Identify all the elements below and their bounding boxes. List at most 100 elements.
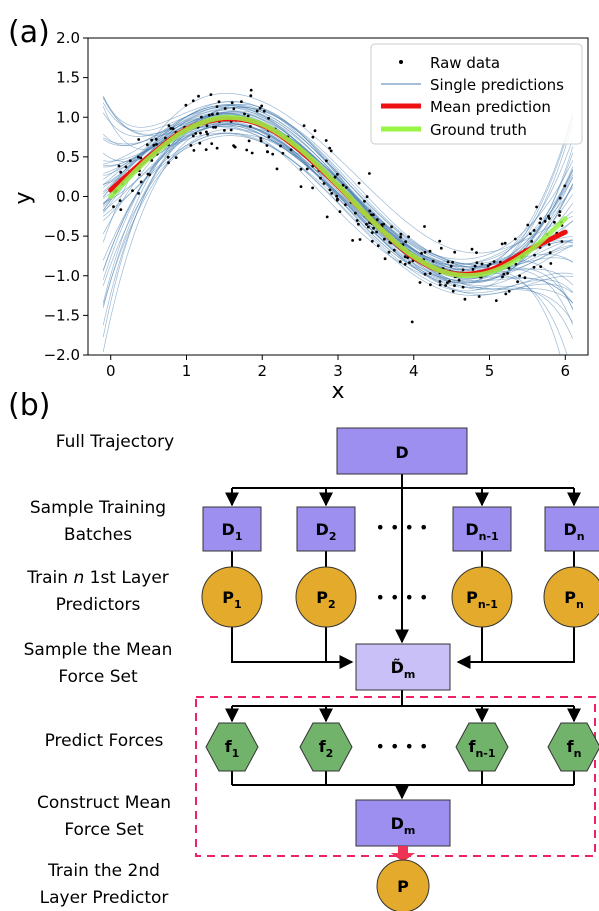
- raw-data-point: [444, 284, 447, 287]
- step-construct-line2: Force Set: [64, 820, 144, 840]
- node-Pn: Pn: [543, 566, 599, 628]
- raw-data-point: [503, 241, 507, 245]
- raw-data-point: [372, 213, 375, 217]
- panel-a-label: (a): [8, 15, 50, 50]
- raw-data-point: [451, 260, 454, 264]
- raw-data-point: [174, 156, 178, 160]
- raw-data-point: [249, 88, 253, 92]
- raw-data-point: [383, 257, 387, 261]
- raw-data-point: [325, 159, 328, 163]
- raw-data-point: [382, 222, 386, 226]
- raw-data-point: [532, 229, 536, 232]
- raw-data-point: [258, 106, 262, 110]
- step-construct-line1: Construct Mean: [37, 793, 171, 813]
- raw-data-point: [410, 320, 414, 324]
- raw-data-point: [453, 250, 457, 254]
- legend-mean-prediction-label: Mean prediction: [430, 98, 551, 116]
- y-tick-label: 0.0: [56, 188, 80, 206]
- x-tick-label: 0: [106, 362, 116, 380]
- step-sample-mean-line1: Sample the Mean: [24, 640, 173, 660]
- raw-data-point: [532, 265, 536, 269]
- raw-data-point: [355, 219, 359, 222]
- y-tick-label: −0.5: [44, 227, 80, 245]
- raw-data-point: [507, 289, 511, 293]
- raw-data-point: [538, 221, 542, 225]
- svg-text:Pn-1: Pn-1: [466, 588, 498, 611]
- raw-data-point: [319, 176, 322, 180]
- raw-data-point: [136, 155, 140, 159]
- raw-data-point: [453, 284, 456, 287]
- raw-data-point: [217, 100, 221, 104]
- y-axis-label: y: [11, 191, 36, 204]
- raw-data-point: [406, 256, 410, 259]
- x-tick-label: 2: [257, 362, 267, 380]
- raw-data-point: [336, 172, 339, 176]
- raw-data-point: [199, 131, 202, 135]
- raw-data-point: [399, 235, 402, 239]
- raw-data-point: [128, 159, 132, 163]
- raw-data-point: [145, 143, 149, 147]
- raw-data-point: [368, 209, 372, 213]
- raw-data-point: [399, 232, 403, 236]
- single-prediction-line: [103, 107, 573, 268]
- raw-data-point: [547, 217, 551, 220]
- x-tick-label: 3: [333, 362, 343, 380]
- raw-data-point: [166, 155, 170, 159]
- raw-data-point: [507, 266, 511, 270]
- raw-data-point: [131, 189, 134, 193]
- raw-data-point: [502, 272, 506, 276]
- y-tick-label: −1.5: [44, 306, 80, 324]
- raw-data-point: [215, 146, 219, 150]
- raw-data-point: [249, 125, 252, 128]
- raw-data-point: [513, 237, 517, 241]
- raw-data-point: [365, 222, 368, 226]
- raw-data-point: [223, 107, 227, 110]
- x-tick-label: 5: [485, 362, 495, 380]
- raw-data-point: [539, 217, 542, 221]
- raw-data-point: [404, 240, 408, 244]
- raw-data-point: [324, 139, 328, 142]
- raw-data-point: [207, 113, 211, 117]
- legend-raw-data-label: Raw data: [430, 54, 500, 72]
- raw-data-point: [259, 139, 263, 143]
- raw-data-point: [223, 129, 226, 132]
- raw-data-point: [390, 225, 393, 229]
- svg-text:Pn: Pn: [564, 588, 584, 611]
- raw-data-point: [553, 220, 556, 224]
- raw-data-point: [407, 235, 410, 239]
- node-f1: f1: [205, 722, 259, 772]
- legend-raw-data-marker: [399, 60, 403, 64]
- y-axis-ticks: 2.0 1.5 1.0 0.5 0.0 −0.5 −1.0 −1.5 −2.0: [44, 29, 88, 364]
- svg-text:P: P: [397, 877, 409, 896]
- raw-data-point: [547, 243, 551, 246]
- raw-data-point: [475, 251, 478, 255]
- raw-data-point: [558, 196, 562, 200]
- step-predict-forces: Predict Forces: [45, 731, 164, 751]
- step-sample-mean-line2: Force Set: [58, 667, 138, 687]
- node-P-final: P: [376, 859, 430, 911]
- node-P1: P1: [201, 566, 263, 628]
- raw-data-point: [429, 283, 432, 287]
- raw-data-point: [463, 297, 467, 301]
- y-tick-label: 2.0: [56, 29, 80, 47]
- raw-data-point: [438, 239, 442, 243]
- raw-data-point: [363, 199, 366, 203]
- raw-data-point: [155, 143, 158, 146]
- step-full-trajectory: Full Trajectory: [56, 432, 174, 452]
- single-prediction-line: [102, 124, 574, 352]
- raw-data-point: [150, 138, 154, 142]
- raw-data-point: [206, 132, 209, 136]
- raw-data-point: [299, 167, 303, 171]
- chart-legend: Raw data Single predictions Mean predict…: [370, 43, 583, 145]
- raw-data-point: [330, 192, 334, 195]
- raw-data-point: [197, 94, 200, 98]
- single-prediction-line: [102, 92, 573, 254]
- svg-text:fn-1: fn-1: [468, 737, 495, 760]
- raw-data-point: [528, 232, 532, 236]
- step-train-2nd-line2: Layer Predictor: [40, 888, 169, 908]
- raw-data-point: [247, 139, 251, 143]
- node-fn: fn: [547, 722, 599, 772]
- y-tick-label: 1.5: [56, 69, 80, 87]
- raw-data-point: [543, 219, 547, 223]
